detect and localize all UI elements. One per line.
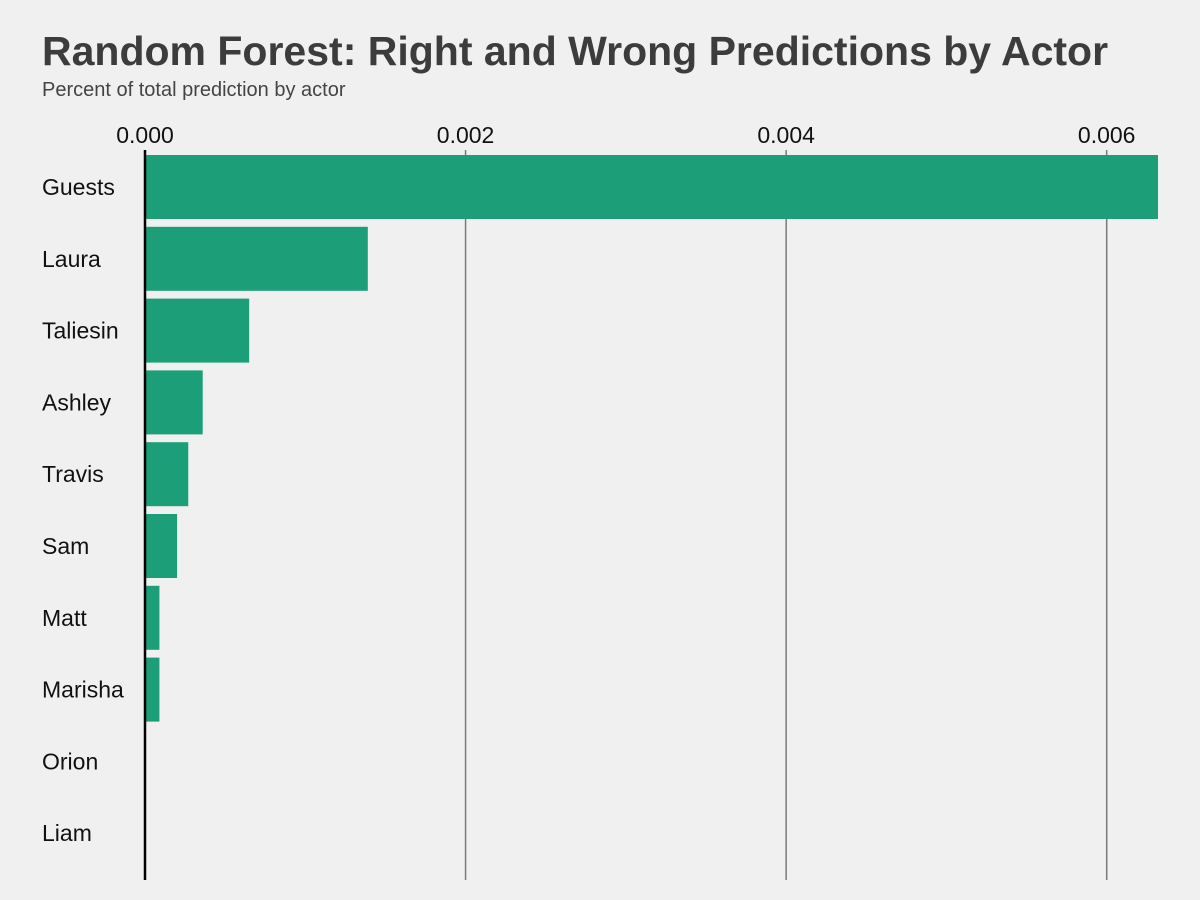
bars	[145, 155, 1158, 722]
bar-marisha	[145, 657, 160, 722]
x-tick-label-0-002: 0.002	[437, 122, 495, 148]
category-label-sam: Sam	[42, 533, 89, 559]
category-label-travis: Travis	[42, 461, 104, 487]
bar-laura	[145, 226, 368, 291]
category-label-taliesin: Taliesin	[42, 318, 119, 344]
bar-matt	[145, 585, 160, 650]
grid-lines	[464, 150, 1108, 880]
x-tick-label-0-004: 0.004	[757, 122, 815, 148]
category-label-ashley: Ashley	[42, 389, 112, 415]
bar-travis	[145, 442, 189, 507]
category-label-matt: Matt	[42, 605, 87, 631]
category-label-guests: Guests	[42, 174, 115, 200]
bar-sam	[145, 514, 178, 578]
category-labels: Guests Laura Taliesin Ashley Travis Sam Matt Ma…	[42, 174, 124, 846]
category-label-liam: Liam	[42, 820, 92, 846]
chart-title: Random Forest: Right and Wrong Predictio…	[42, 28, 1109, 74]
x-tick-label-0-006: 0.006	[1078, 122, 1136, 148]
category-label-laura: Laura	[42, 246, 101, 272]
bar-taliesin	[145, 298, 250, 363]
bar-guests	[145, 155, 1158, 219]
bar-ashley	[145, 370, 203, 435]
category-label-marisha: Marisha	[42, 677, 124, 703]
chart-subtitle: Percent of total prediction by actor	[42, 79, 346, 101]
x-tick-label-0-000: 0.000	[116, 122, 174, 148]
x-axis-ticks: 0.000 0.002 0.004 0.006	[116, 122, 1135, 148]
category-label-orion: Orion	[42, 748, 98, 774]
